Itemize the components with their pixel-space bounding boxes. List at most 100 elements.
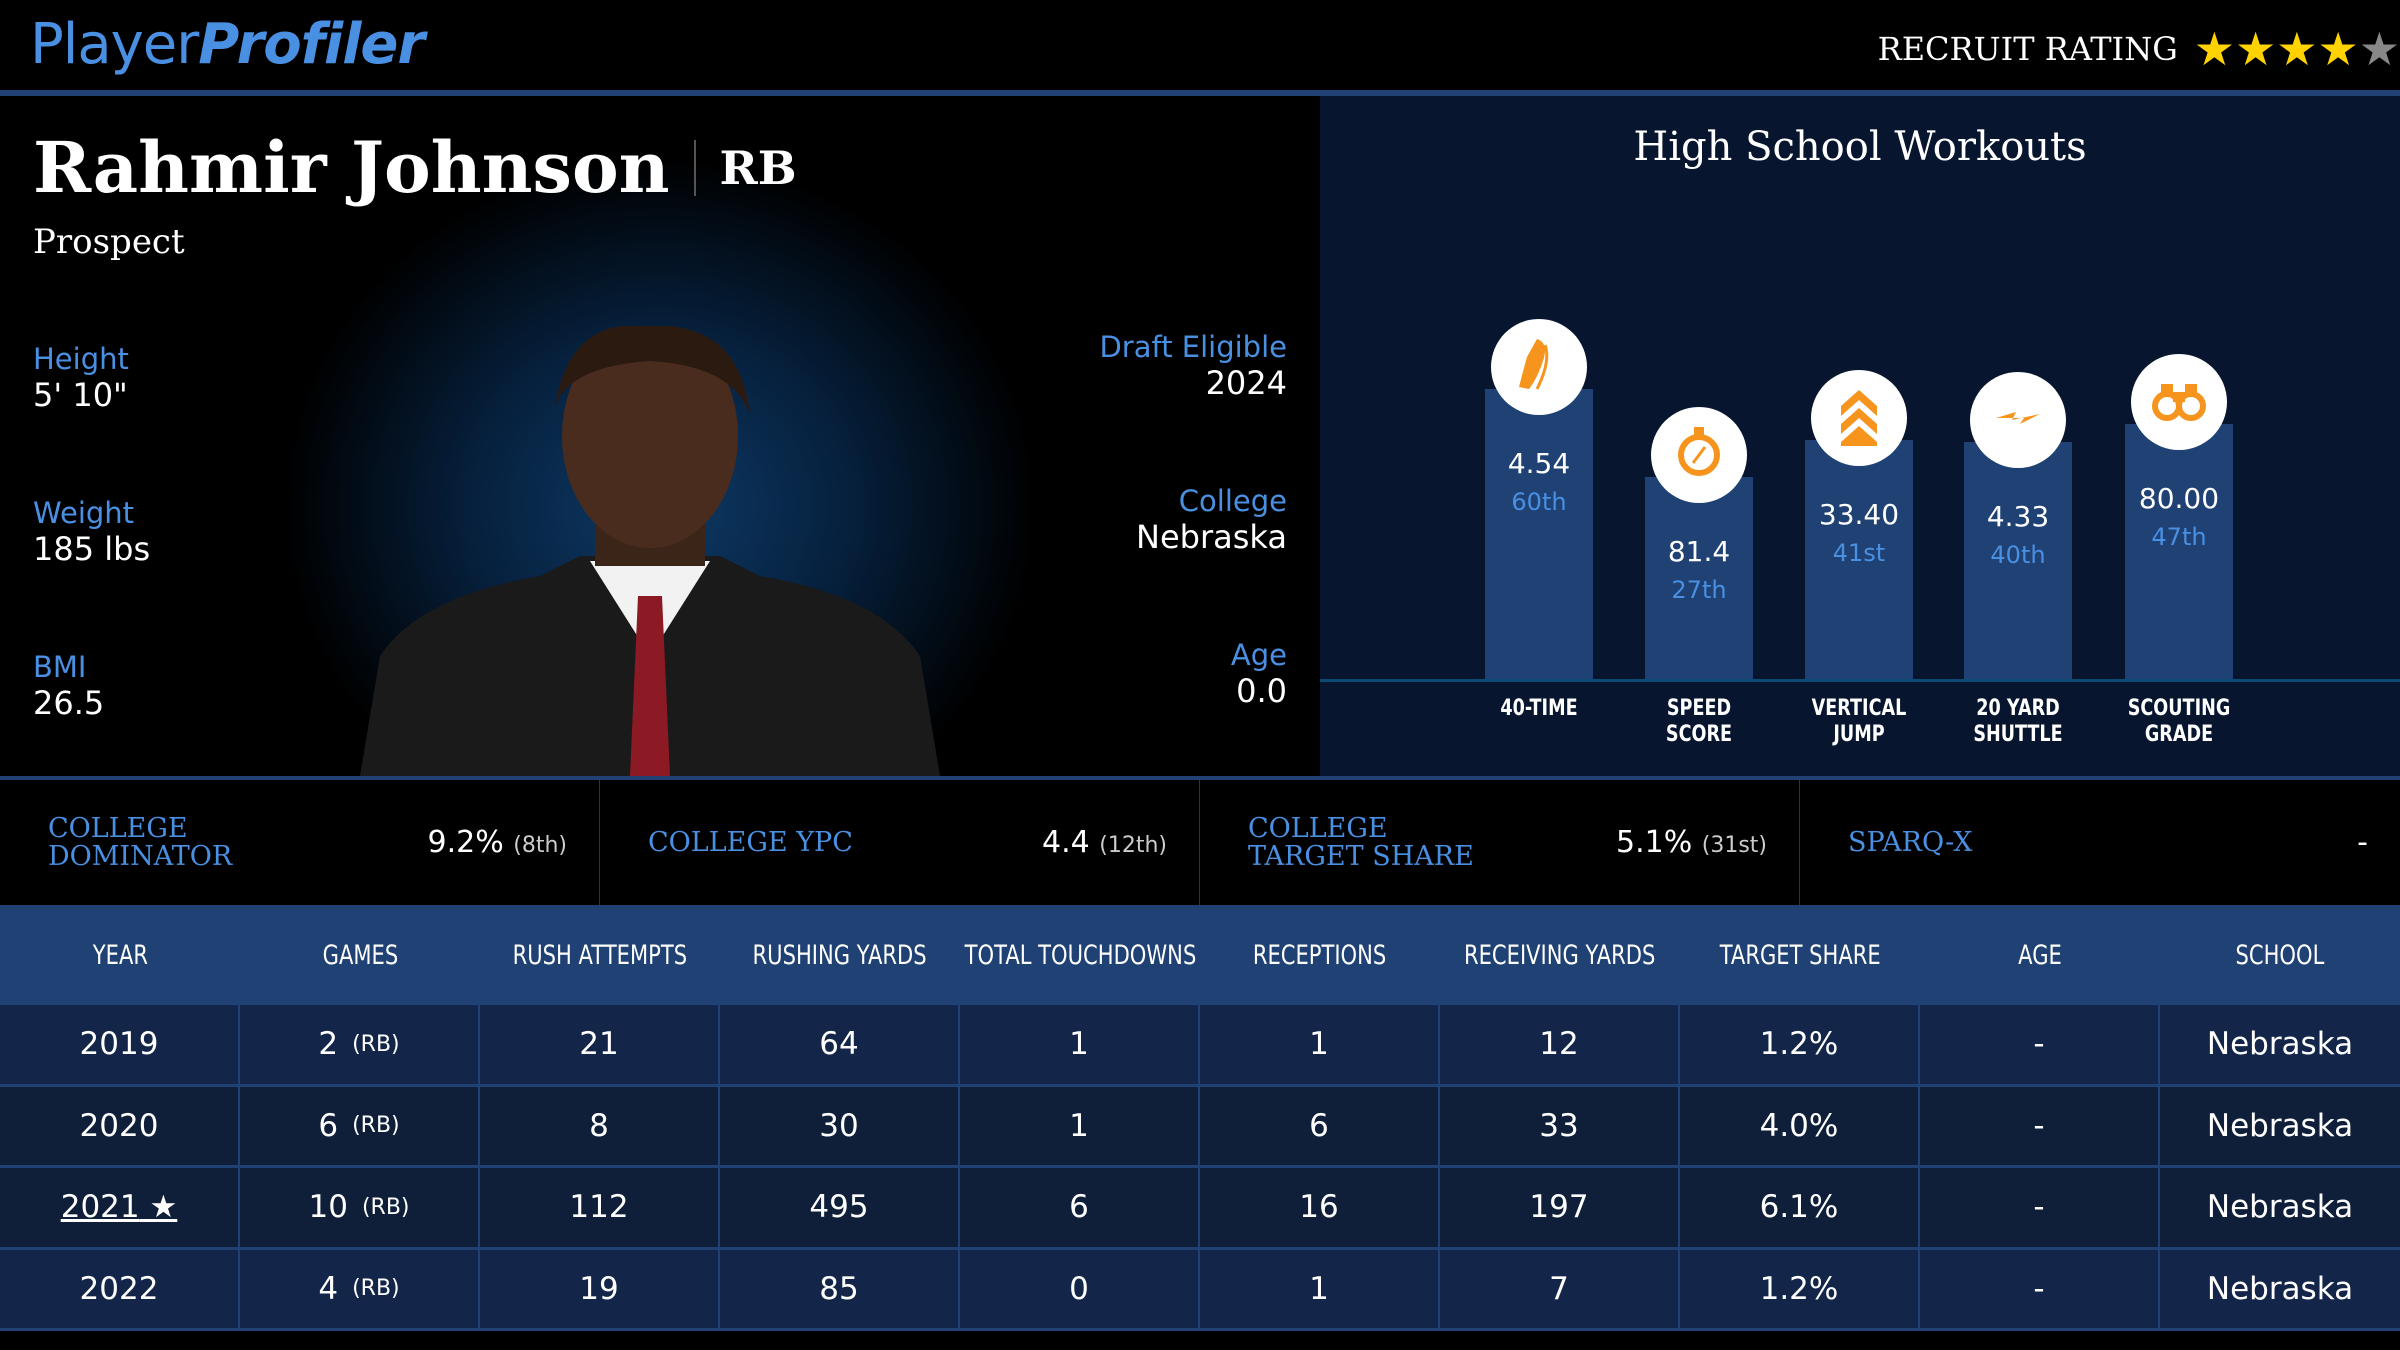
year-text: 2022 [79, 1270, 159, 1307]
games-value: 6 [318, 1107, 339, 1144]
workout-label-line1: SPEED [1666, 696, 1732, 721]
column-header[interactable]: TARGET SHARE [1680, 905, 1920, 1005]
header-divider [0, 90, 2400, 96]
table-cell: 1 [960, 1005, 1200, 1087]
player-name-block: Rahmir Johnson RB [33, 126, 797, 209]
college-label: College [1178, 484, 1287, 518]
column-header-label: RECEIVING YARDS [1464, 939, 1656, 971]
season-stats-table: YEAR GAMES RUSH ATTEMPTS RUSHING YARDS TOTAL… [0, 905, 2400, 1331]
workout-bar: 4.33 40th [1964, 442, 2072, 679]
table-cell: 19 [480, 1249, 720, 1331]
table-cell: 4.0% [1680, 1086, 1920, 1168]
year-text: 2021 [60, 1189, 140, 1226]
workouts-panel: High School Workouts 4.54 60th 40-TIME 81.4… [1320, 96, 2400, 776]
games-position: (RB) [352, 1113, 400, 1139]
workout-label: 40-TIME [1467, 696, 1611, 722]
age-stat: Age 0.0 [1231, 638, 1287, 710]
college-stat-label: COLLEGE TARGET SHARE [1248, 812, 1474, 872]
column-header[interactable]: AGE [1920, 905, 2160, 1005]
table-cell: 1.2% [1680, 1005, 1920, 1087]
column-header[interactable]: YEAR [0, 905, 240, 1005]
college-stat-value: - [2357, 825, 2368, 860]
college-stat-number: 4.4 [1042, 825, 1090, 860]
college-stat-cell: COLLEGE YPC 4.4 (12th) [600, 780, 1200, 905]
cell-games: 6 (RB) [240, 1086, 480, 1168]
table-header-row: YEAR GAMES RUSH ATTEMPTS RUSHING YARDS TOTAL… [0, 905, 2400, 1005]
weight-stat: Weight 185 lbs [33, 496, 150, 568]
logo-text-plain: Player [30, 12, 199, 77]
cell-games: 4 (RB) [240, 1249, 480, 1331]
workouts-title: High School Workouts [1633, 124, 2087, 170]
column-header[interactable]: RECEPTIONS [1200, 905, 1440, 1005]
cell-year: 2020 [0, 1086, 240, 1168]
workout-label-line2: JUMP [1833, 722, 1885, 747]
workout-label: SPEED SCORE [1627, 696, 1771, 748]
table-cell: 30 [720, 1086, 960, 1168]
column-header[interactable]: RECEIVING YARDS [1440, 905, 1680, 1005]
workout-label-line1: SCOUTING [2127, 696, 2231, 721]
season-link[interactable]: 2021 ★ [61, 1189, 178, 1225]
table-cell: - [1920, 1005, 2160, 1087]
college-stat-label: COLLEGE YPC [648, 826, 853, 858]
column-header-label: TARGET SHARE [1719, 939, 1881, 971]
college-stat-number: 9.2% [427, 825, 504, 860]
table-cell: 1 [1200, 1249, 1440, 1331]
running-shoe-icon [1491, 319, 1587, 415]
workouts-baseline [1320, 679, 2400, 682]
workout-label: 20 YARD SHUTTLE [1946, 696, 2090, 748]
college-stat-rank: (31st) [1701, 833, 1767, 858]
table-row: 2022 4 (RB) 19 85 0 1 7 1.2% - Nebraska [0, 1249, 2400, 1331]
column-header-label: AGE [2018, 939, 2062, 971]
college-stat-number: - [2357, 825, 2368, 860]
column-header[interactable]: RUSH ATTEMPTS [480, 905, 720, 1005]
year-text: 2019 [79, 1026, 159, 1063]
star-filled-icon: ★ [2235, 22, 2277, 76]
table-cell: Nebraska [2160, 1168, 2400, 1250]
workout-label-line2: SCORE [1665, 722, 1733, 747]
table-cell: Nebraska [2160, 1005, 2400, 1087]
table-cell: 197 [1440, 1168, 1680, 1250]
column-header[interactable]: TOTAL TOUCHDOWNS [960, 905, 1200, 1005]
column-header[interactable]: GAMES [240, 905, 480, 1005]
lightning-icon [1970, 372, 2066, 468]
table-cell: 0 [960, 1249, 1200, 1331]
workout-bar: 81.4 27th [1645, 477, 1753, 679]
column-header-label: RUSHING YARDS [752, 939, 928, 971]
recruit-rating-label: RECRUIT RATING [1877, 30, 2178, 68]
workout-percentile: 27th [1671, 576, 1727, 604]
player-status: Prospect [33, 222, 185, 262]
height-stat: Height 5' 10" [33, 342, 129, 414]
logo-text-italic: Profiler [198, 12, 425, 77]
workout-bar: 33.40 41st [1805, 440, 1913, 679]
table-cell: - [1920, 1249, 2160, 1331]
table-cell: 6.1% [1680, 1168, 1920, 1250]
player-position: RB [693, 139, 797, 196]
bmi-value: 26.5 [33, 684, 105, 722]
height-value: 5' 10" [33, 376, 128, 414]
college-stat: College Nebraska [1136, 484, 1287, 556]
table-cell: - [1920, 1168, 2160, 1250]
column-header[interactable]: RUSHING YARDS [720, 905, 960, 1005]
cell-games: 2 (RB) [240, 1005, 480, 1087]
column-header[interactable]: SCHOOL [2160, 905, 2400, 1005]
college-stat-value: 5.1% (31st) [1616, 825, 1767, 860]
star-filled-icon: ★ [2193, 22, 2235, 76]
table-cell: 64 [720, 1005, 960, 1087]
draft-value: 2024 [1205, 364, 1287, 402]
games-value: 4 [318, 1270, 339, 1307]
stopwatch-icon [1651, 407, 1747, 503]
workout-bar: 4.54 60th [1485, 389, 1593, 679]
age-value: 0.0 [1236, 672, 1287, 710]
games-value: 10 [308, 1189, 348, 1226]
weight-value: 185 lbs [33, 530, 151, 568]
column-header-label: GAMES [322, 939, 398, 971]
recruit-stars: ★★★★★ [2194, 26, 2400, 72]
playerprofiler-logo[interactable]: PlayerProfiler [30, 12, 425, 77]
column-header-label: SCHOOL [2235, 939, 2325, 971]
bmi-label: BMI [33, 650, 87, 684]
cell-year: 2021 ★ [0, 1168, 240, 1250]
college-stat-label: SPARQ-X [1848, 826, 1973, 858]
workout-bar: 80.00 47th [2125, 424, 2233, 679]
workout-value: 80.00 [2138, 482, 2220, 515]
workout-percentile: 41st [1832, 539, 1886, 567]
